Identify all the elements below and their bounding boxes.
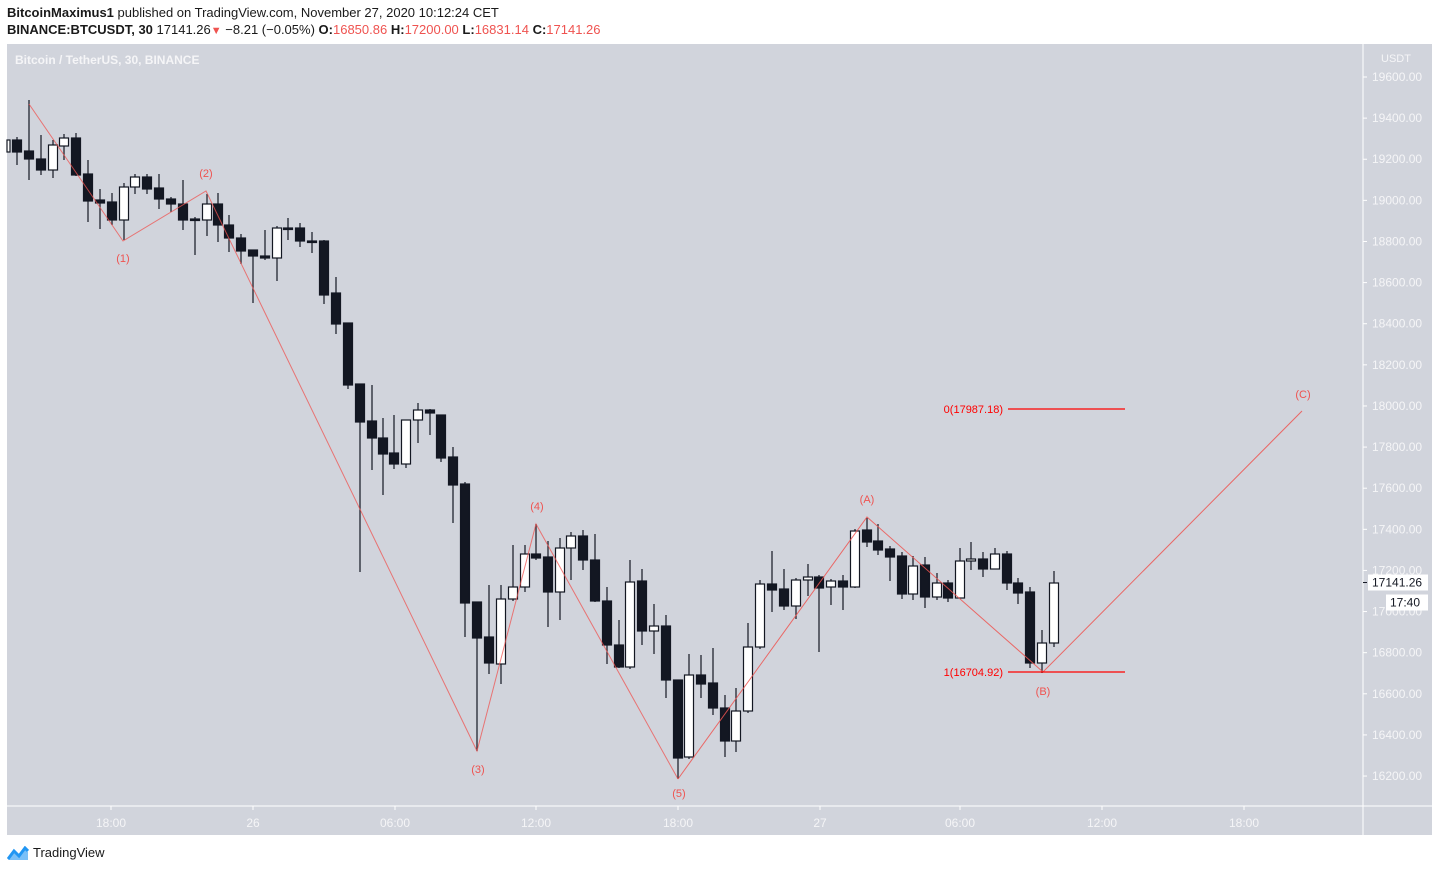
low-label: L: [462, 22, 475, 37]
high-label: H: [390, 22, 405, 37]
last-price: 17141.26 [156, 22, 211, 37]
close-value: 17141.26 [546, 22, 601, 37]
tradingview-logo-icon [7, 845, 29, 860]
low-value: 16831.14 [474, 22, 529, 37]
published-text: published on TradingView.com, November 2… [113, 5, 499, 20]
tradingview-brand[interactable]: TradingView [7, 845, 105, 860]
symbol-label: BINANCE:BTCUSDT, 30 [7, 22, 153, 37]
high-value: 17200.00 [404, 22, 459, 37]
brand-name: TradingView [33, 845, 105, 860]
open-value: 16850.86 [332, 22, 388, 37]
down-arrow-icon: ▼ [210, 25, 222, 37]
price-change: −8.21 (−0.05%) [225, 22, 315, 37]
author-name[interactable]: BitcoinMaximus1 [7, 5, 114, 20]
chart-title: Bitcoin / TetherUS, 30, BINANCE [15, 53, 200, 67]
chart-pane[interactable]: Bitcoin / TetherUS, 30, BINANCE [7, 44, 1432, 835]
ohlc-legend: BINANCE:BTCUSDT, 30 17141.26▼ −8.21 (−0.… [7, 22, 601, 37]
close-label: C: [532, 22, 547, 37]
open-label: O: [318, 22, 333, 37]
publish-info: BitcoinMaximus1 published on TradingView… [7, 5, 499, 20]
